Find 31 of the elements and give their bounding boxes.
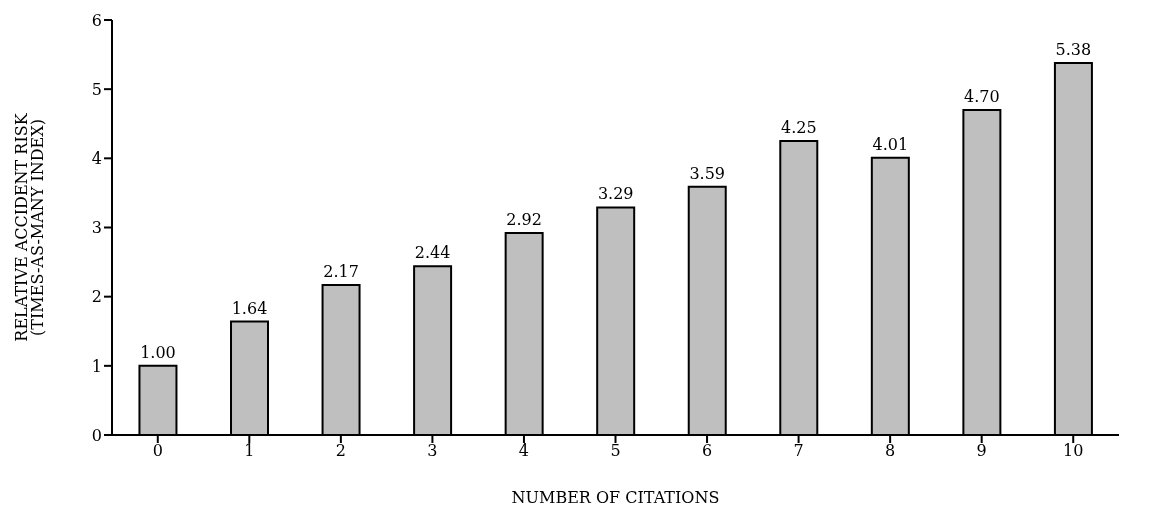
data-label: 3.29 xyxy=(597,184,634,204)
data-label: 4.25 xyxy=(780,118,817,138)
y-tick-label: 6 xyxy=(91,10,102,30)
x-tick-label: 5 xyxy=(610,441,621,461)
x-tick-label: 10 xyxy=(1063,441,1084,461)
data-label: 2.92 xyxy=(506,210,542,230)
data-label: 3.59 xyxy=(689,163,726,183)
x-tick-label: 4 xyxy=(518,441,530,461)
y-tick-label: 1 xyxy=(91,356,102,376)
data-label: 1.64 xyxy=(231,298,268,318)
data-label: 4.70 xyxy=(964,86,1000,106)
data-label: 5.38 xyxy=(1055,39,1092,59)
y-tick-label: 3 xyxy=(91,218,102,238)
data-label: 2.44 xyxy=(414,243,451,263)
x-tick-label: 3 xyxy=(427,441,438,461)
x-axis-title: NUMBER OF CITATIONS xyxy=(511,488,720,507)
x-tick-label: 0 xyxy=(152,441,163,461)
x-tick-label: 2 xyxy=(335,441,346,461)
data-label: 2.17 xyxy=(323,261,359,281)
x-tick-label: 9 xyxy=(976,441,987,461)
y-tick-label: 5 xyxy=(91,79,102,99)
data-label: 1.00 xyxy=(140,342,176,362)
y-axis-title: RELATIVE ACCIDENT RISK (TIMES-AS-MANY INDEX) xyxy=(12,112,47,342)
data-label: 4.01 xyxy=(872,134,909,154)
x-tick-label: 1 xyxy=(244,441,255,461)
x-tick-label: 6 xyxy=(701,441,713,461)
y-tick-label: 2 xyxy=(91,287,102,307)
y-tick-label: 4 xyxy=(91,149,102,169)
x-tick-label: 8 xyxy=(885,441,896,461)
x-tick-label: 7 xyxy=(793,441,804,461)
y-tick-label: 0 xyxy=(91,425,102,445)
